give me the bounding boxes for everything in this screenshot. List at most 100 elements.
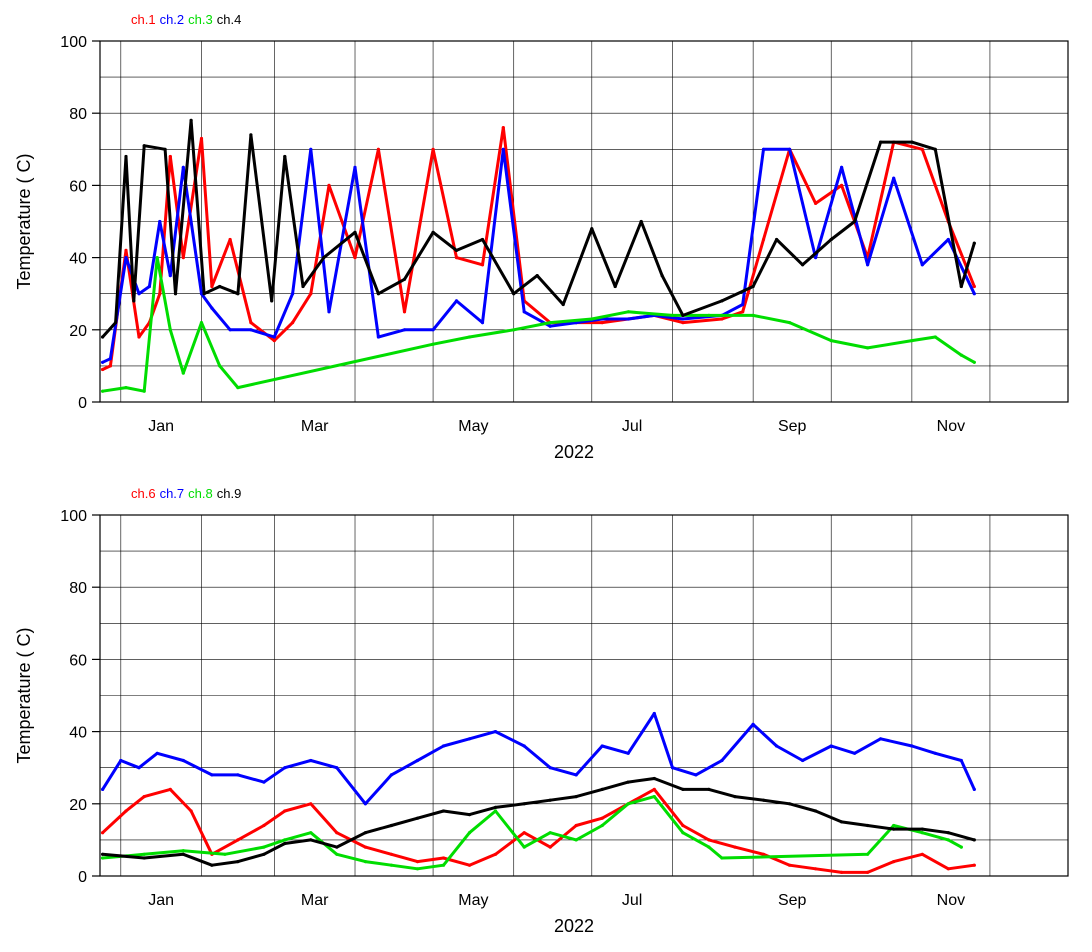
data-point (189, 118, 193, 122)
data-point (613, 284, 617, 289)
data-point (376, 335, 380, 339)
data-point (236, 773, 240, 777)
data-point (376, 292, 380, 296)
data-point (124, 386, 128, 390)
data-point (788, 802, 792, 806)
data-point (946, 831, 950, 835)
data-point (522, 831, 526, 835)
data-point (600, 816, 604, 820)
data-point (751, 284, 755, 289)
data-point (335, 766, 339, 770)
data-point (972, 787, 976, 792)
data-point (181, 849, 185, 853)
data-point (829, 339, 833, 343)
data-point (218, 364, 222, 368)
data-point (501, 126, 505, 130)
data-point (431, 328, 435, 332)
legend-entry: ch.6 (131, 486, 156, 501)
data-point (892, 827, 896, 831)
data-point (101, 335, 105, 339)
data-point (920, 831, 924, 835)
data-point (548, 324, 552, 328)
x-tick-label: Sep (778, 892, 807, 909)
data-point (441, 744, 446, 748)
data-point (158, 292, 162, 296)
data-point (866, 346, 870, 350)
data-point (670, 313, 675, 317)
data-point (124, 248, 128, 252)
data-point (720, 317, 724, 321)
data-point (761, 852, 766, 856)
data-point (283, 154, 287, 159)
data-point (228, 328, 232, 332)
data-point (210, 284, 214, 289)
data-point (840, 183, 844, 187)
chart-panel-bottom: 0 20 40 60 80 100 Jan Mar May Jul Sep Nov 2022 Temper… (14, 486, 1069, 936)
data-point (335, 831, 339, 835)
data-point (199, 136, 204, 141)
data-point (707, 787, 711, 792)
data-point (681, 787, 685, 792)
data-point (801, 263, 805, 267)
data-point (788, 147, 792, 151)
data-point (431, 230, 435, 234)
data-point (972, 863, 976, 867)
data-point (272, 335, 276, 339)
data-point (327, 183, 331, 187)
data-point (441, 863, 446, 867)
data-point (814, 867, 818, 871)
data-point (363, 845, 367, 849)
data-point (181, 758, 185, 763)
data-point (309, 838, 313, 842)
data-point (309, 831, 313, 835)
y-tick-label: 60 (69, 178, 87, 195)
data-point (168, 328, 172, 332)
data-point (249, 328, 253, 332)
data-point (626, 802, 630, 806)
data-point (389, 773, 393, 777)
data-point (512, 328, 516, 332)
data-point (626, 310, 630, 314)
x-tick-label: Mar (301, 892, 329, 909)
data-point (168, 154, 172, 159)
legend-entry: ch.8 (188, 486, 213, 501)
data-point (158, 219, 162, 224)
data-point (910, 744, 914, 748)
data-point (415, 758, 420, 763)
data-point (660, 274, 664, 278)
data-point (814, 256, 818, 260)
data-point (840, 165, 844, 169)
data-point (814, 809, 818, 813)
data-point (751, 722, 755, 727)
data-point (548, 766, 552, 770)
legend-entry: ch.2 (160, 12, 185, 27)
data-point (866, 870, 870, 875)
data-point (124, 154, 128, 159)
data-point (291, 292, 295, 296)
data-point (262, 823, 266, 828)
data-point (788, 863, 792, 867)
data-point (741, 302, 745, 307)
data-point (181, 371, 185, 375)
data-point (291, 321, 295, 325)
data-point (548, 831, 552, 835)
data-point (454, 248, 459, 252)
data-point (751, 313, 755, 317)
data-point (920, 147, 924, 151)
data-point (119, 758, 123, 763)
data-point (262, 780, 266, 784)
data-point (600, 744, 604, 748)
data-point (142, 856, 146, 860)
data-point (681, 313, 685, 317)
data-point (933, 751, 937, 755)
data-point (199, 292, 204, 296)
data-point (522, 845, 526, 849)
data-point (309, 802, 313, 806)
data-point (829, 237, 833, 242)
data-point (262, 852, 266, 856)
y-tick-label: 0 (78, 869, 87, 886)
x-tick-label: Jan (148, 418, 174, 435)
data-point (431, 147, 435, 151)
data-point (155, 256, 159, 260)
data-point (301, 284, 305, 289)
